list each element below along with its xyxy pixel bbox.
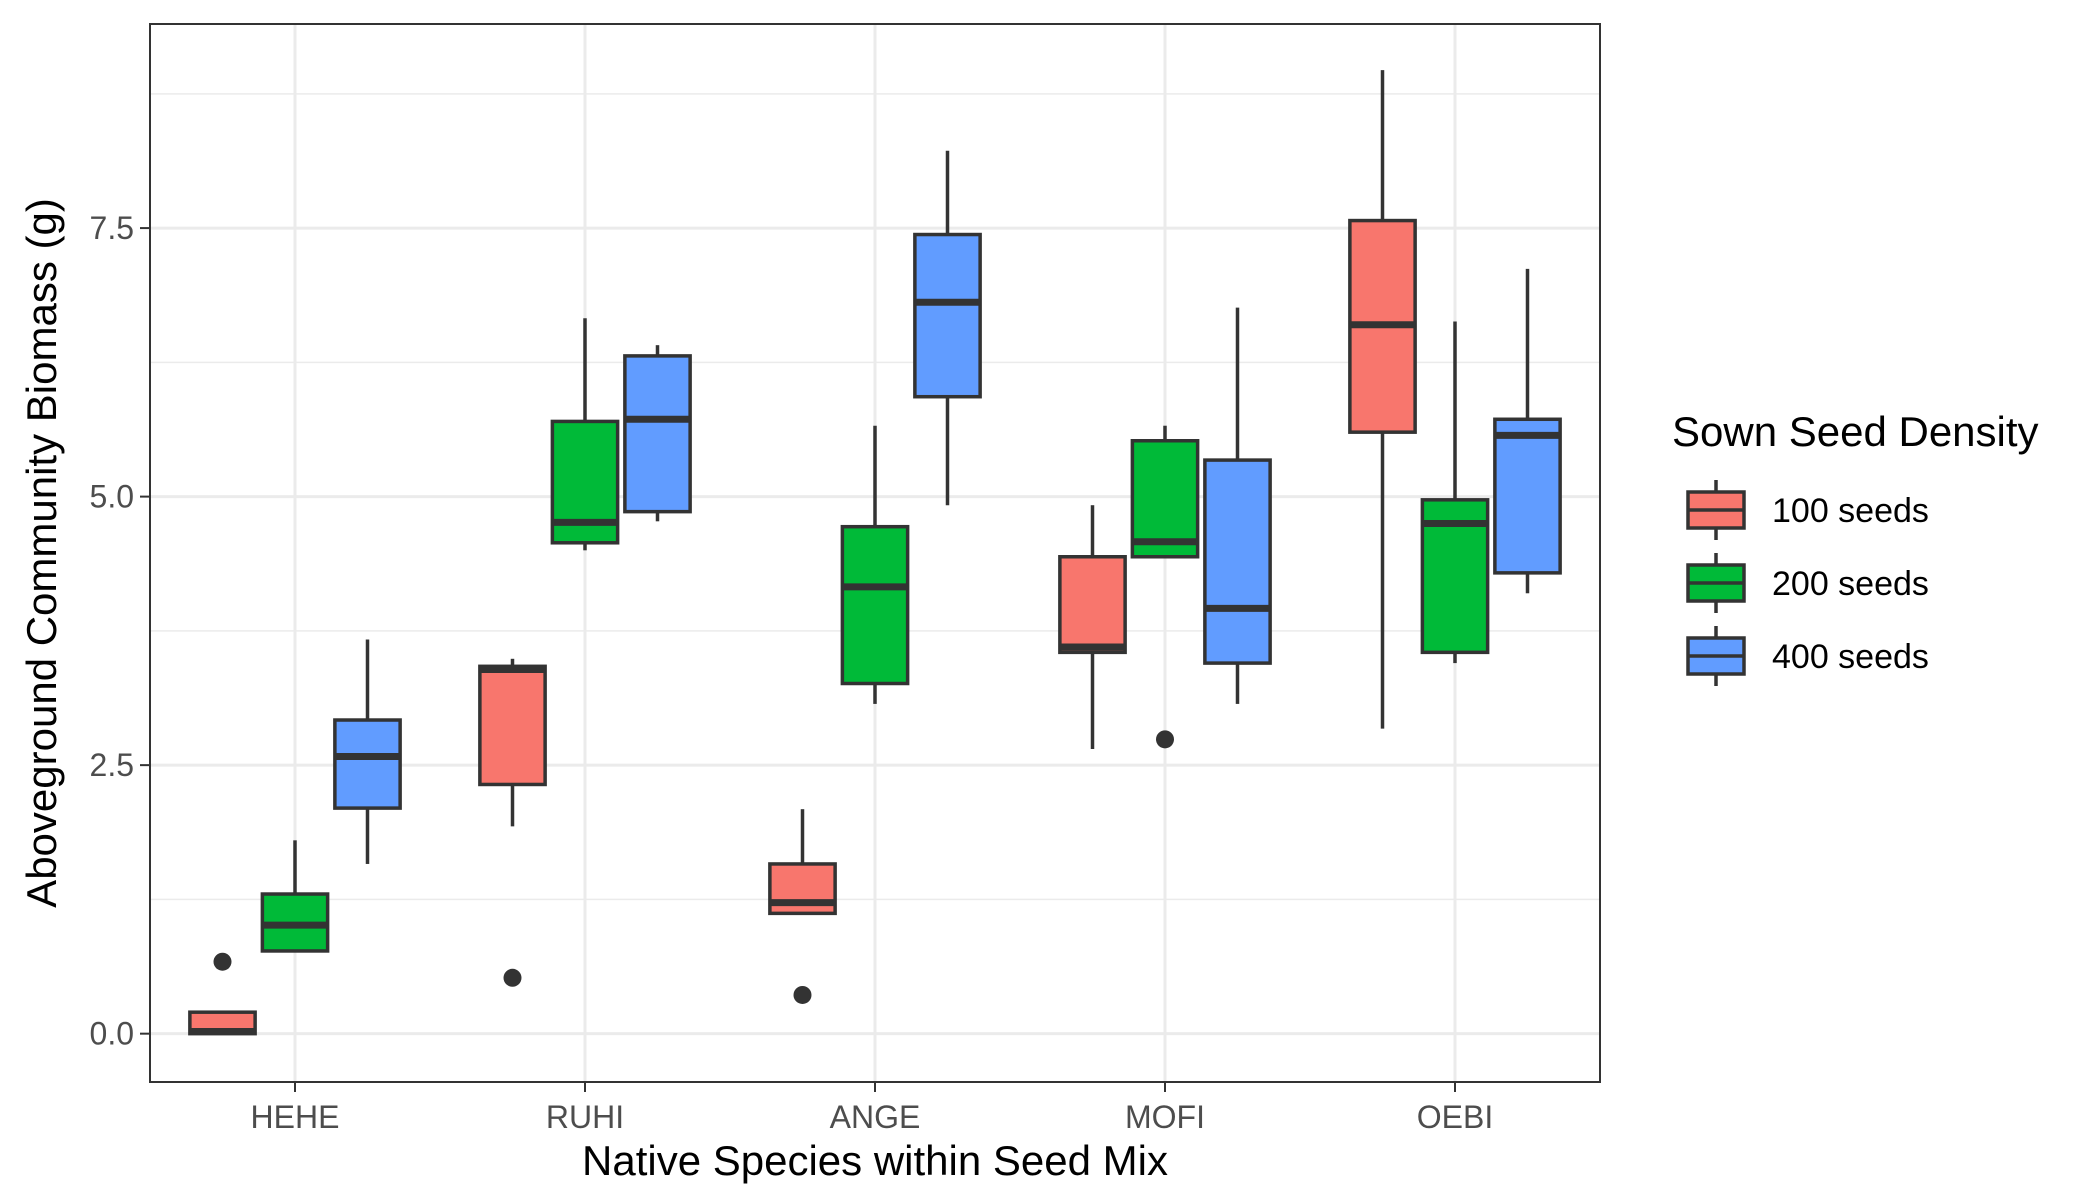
box-iqr (840, 524, 910, 686)
outlier-point (793, 985, 812, 1004)
legend-title: Sown Seed Density (1672, 408, 2039, 455)
box-oebi-200-seeds (1420, 321, 1490, 664)
legend-item-400-seeds: 400 seeds (1686, 626, 1929, 686)
box-groups (188, 70, 1562, 1036)
box-iqr (478, 664, 547, 787)
legend-label: 400 seeds (1772, 638, 1929, 676)
box-iqr (1203, 458, 1272, 665)
x-tick-label: RUHI (546, 1099, 624, 1135)
box-ange-200-seeds (840, 425, 910, 704)
x-tick-label: MOFI (1125, 1099, 1205, 1135)
box-iqr (1130, 439, 1200, 559)
y-tick-label: 0.0 (90, 1016, 134, 1052)
y-tick-label: 2.5 (90, 747, 134, 783)
box-mofi-200-seeds (1130, 425, 1200, 749)
box-ange-400-seeds (913, 150, 982, 506)
box-iqr (1493, 417, 1562, 575)
box-ruhi-100-seeds (478, 658, 547, 987)
y-tick-label: 5.0 (90, 479, 134, 515)
x-tick-label: ANGE (830, 1099, 921, 1135)
legend-item-100-seeds: 100 seeds (1686, 480, 1929, 540)
box-mofi-100-seeds (1058, 505, 1127, 750)
box-iqr (1058, 555, 1127, 655)
legend-label: 200 seeds (1772, 565, 1929, 603)
axes: 0.0 2.5 5.0 7.5 HEHE RUHI ANGE MOFI OEBI (90, 210, 1494, 1135)
outlier-point (503, 968, 522, 987)
box-iqr (913, 232, 982, 399)
y-tick-label: 7.5 (90, 210, 134, 246)
x-axis-title: Native Species within Seed Mix (582, 1137, 1168, 1184)
legend-label: 100 seeds (1772, 492, 1929, 530)
box-iqr (333, 718, 402, 810)
x-tick-label: HEHE (251, 1099, 340, 1135)
box-ruhi-200-seeds (550, 318, 620, 551)
box-mofi-400-seeds (1203, 307, 1272, 704)
box-oebi-400-seeds (1493, 268, 1562, 594)
box-ruhi-400-seeds (623, 345, 692, 522)
legend: Sown Seed Density 100 seeds 200 seeds 400 … (1672, 408, 2039, 686)
outlier-point (213, 952, 232, 971)
legend-item-200-seeds: 200 seeds (1686, 553, 1929, 613)
outlier-point (1156, 730, 1174, 749)
box-oebi-100-seeds (1348, 70, 1417, 729)
y-axis-title: Aboveground Community Biomass (g) (18, 198, 65, 908)
box-iqr (623, 354, 692, 514)
x-tick-label: OEBI (1417, 1099, 1493, 1135)
box-ange-100-seeds (768, 809, 837, 1004)
box-hehe-100-seeds (188, 952, 257, 1036)
box-hehe-200-seeds (260, 840, 330, 953)
box-hehe-400-seeds (333, 639, 402, 864)
